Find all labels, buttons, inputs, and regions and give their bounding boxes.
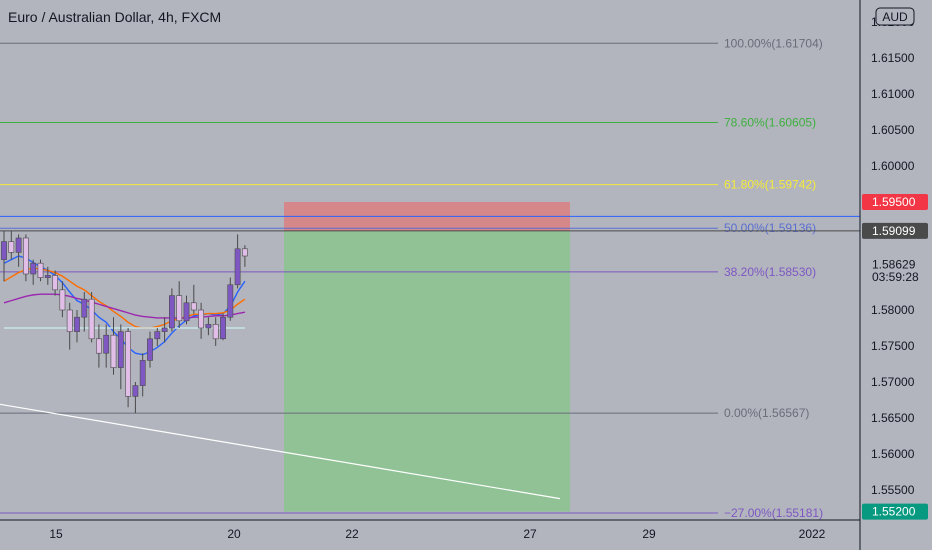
- candle-body[interactable]: [242, 248, 248, 257]
- candle-body[interactable]: [30, 262, 37, 275]
- candle-body[interactable]: [125, 331, 131, 397]
- currency-badge[interactable]: [875, 7, 915, 26]
- candle-body[interactable]: [22, 237, 29, 275]
- candle-body[interactable]: [1, 241, 7, 260]
- fib-level-label: 38.20%(1.58530): [724, 265, 816, 279]
- candle-body[interactable]: [176, 295, 183, 322]
- y-tick-label: 1.61500: [871, 51, 915, 65]
- candle-body[interactable]: [220, 316, 226, 340]
- candle-body[interactable]: [52, 275, 58, 291]
- candle-body[interactable]: [81, 298, 88, 318]
- price-label-box: [862, 222, 928, 239]
- candle-body[interactable]: [74, 316, 80, 332]
- moving-average-line: [3, 267, 246, 329]
- candle-body[interactable]: [66, 309, 73, 332]
- candle-body[interactable]: [169, 295, 175, 329]
- price-label-box: [862, 256, 928, 273]
- price-label-text: 1.58629: [872, 258, 916, 272]
- price-label-box: [862, 268, 928, 285]
- price-label-text: 1.59099: [872, 224, 916, 238]
- take-profit-zone[interactable]: [284, 230, 570, 512]
- trendline[interactable]: [0, 403, 561, 500]
- candle-body[interactable]: [147, 338, 153, 361]
- candle-body[interactable]: [110, 334, 117, 368]
- candle-body[interactable]: [132, 385, 139, 397]
- fib-level-label: 0.00%(1.56567): [724, 406, 809, 420]
- candle-body[interactable]: [15, 237, 22, 253]
- candle-body[interactable]: [212, 324, 219, 340]
- chart-title: Euro / Australian Dollar, 4h, FXCM: [8, 9, 222, 25]
- y-tick-label: 1.55500: [871, 483, 915, 497]
- currency-label: AUD: [882, 10, 908, 24]
- candle-body[interactable]: [139, 360, 146, 386]
- y-tick-label: 1.57000: [871, 375, 915, 389]
- y-tick-label: 1.60500: [871, 123, 915, 137]
- candle-body[interactable]: [198, 309, 204, 329]
- y-tick-label: 1.60000: [871, 159, 915, 173]
- candle-body[interactable]: [234, 248, 241, 286]
- price-label-text: 1.55200: [872, 505, 916, 519]
- x-tick-label: 22: [345, 527, 359, 541]
- candle-body[interactable]: [227, 284, 234, 318]
- fib-level-label: 100.00%(1.61704): [724, 36, 823, 50]
- candle-body[interactable]: [205, 324, 212, 329]
- price-label-text: 03:59:28: [872, 270, 919, 284]
- fib-level-label: 50.00%(1.59136): [724, 221, 816, 235]
- candle-body[interactable]: [103, 334, 110, 354]
- candle-body[interactable]: [96, 338, 102, 354]
- x-tick-label: 29: [642, 527, 656, 541]
- x-tick-label: 2022: [799, 527, 826, 541]
- candle-body[interactable]: [59, 289, 66, 311]
- x-tick-label: 20: [227, 527, 241, 541]
- x-tick-label: 27: [523, 527, 537, 541]
- candle-body[interactable]: [117, 331, 124, 368]
- candle-body[interactable]: [37, 262, 44, 278]
- moving-average-line: [3, 293, 246, 319]
- candle-body[interactable]: [44, 275, 51, 278]
- candle-body[interactable]: [190, 302, 197, 311]
- fib-level-label: −27.00%(1.55181): [724, 506, 823, 520]
- fib-level-label: 61.80%(1.59742): [724, 178, 816, 192]
- y-tick-label: 1.56500: [871, 411, 915, 425]
- candle-body[interactable]: [183, 302, 190, 322]
- y-tick-label: 1.56000: [871, 447, 915, 461]
- candle-body[interactable]: [154, 331, 161, 340]
- price-label-text: 1.59500: [872, 195, 916, 209]
- y-tick-label: 1.58000: [871, 303, 915, 317]
- y-tick-label: 1.61000: [871, 87, 915, 101]
- price-label-box: [862, 503, 928, 520]
- price-label-box: [862, 194, 928, 210]
- candle-body[interactable]: [161, 327, 168, 332]
- candle-body[interactable]: [88, 298, 95, 340]
- fib-level-label: 78.60%(1.60605): [724, 115, 816, 129]
- y-tick-label: 1.57500: [871, 339, 915, 353]
- candle-body[interactable]: [8, 241, 15, 253]
- x-tick-label: 15: [49, 527, 63, 541]
